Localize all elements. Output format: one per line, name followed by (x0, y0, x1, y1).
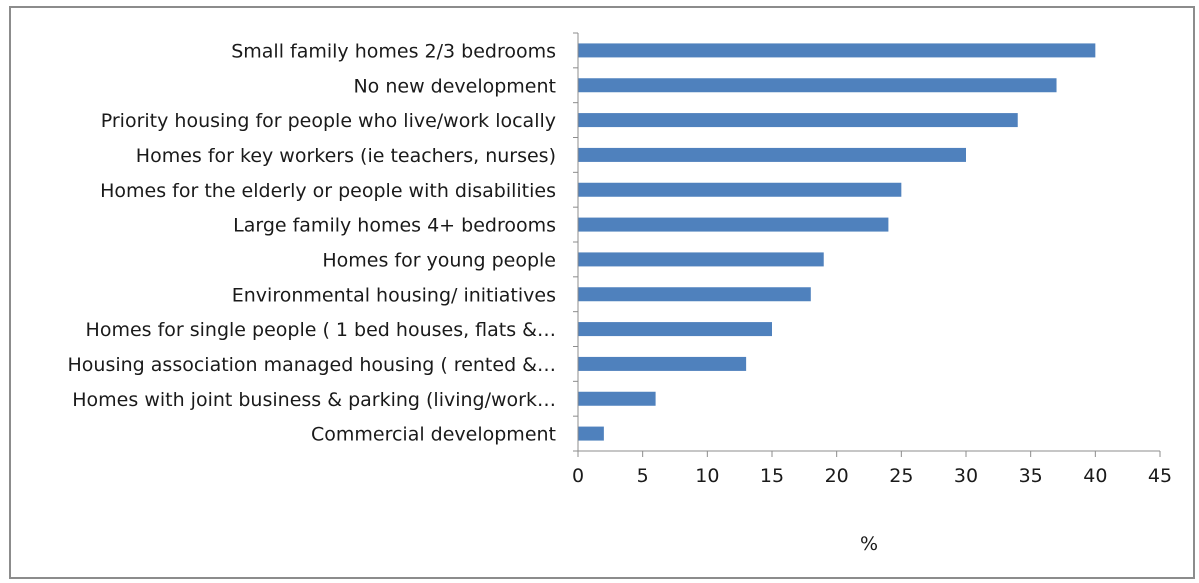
bar (578, 322, 772, 337)
x-tick-label: 20 (825, 465, 849, 487)
x-tick-labels: 0 5 10 15 20 25 30 35 40 45 (572, 465, 1172, 487)
bars-group (578, 43, 1096, 441)
bar (578, 43, 1096, 58)
bar (578, 252, 824, 267)
category-label: Priority housing for people who live/wor… (101, 110, 556, 132)
category-label: Homes for key workers (ie teachers, nurs… (136, 145, 556, 167)
bar (578, 113, 1018, 128)
category-labels: Small family homes 2/3 bedrooms No new de… (68, 40, 557, 445)
x-tick-label: 15 (760, 465, 784, 487)
category-label: Homes with joint business & parking (liv… (72, 389, 556, 411)
bar (578, 391, 656, 406)
category-label: Environmental housing/ initiatives (232, 284, 556, 306)
x-tick-label: 35 (1019, 465, 1043, 487)
x-tick-label: 0 (572, 465, 584, 487)
bar (578, 426, 604, 441)
x-tick-label: 25 (889, 465, 913, 487)
category-label: Commercial development (311, 424, 556, 446)
bar (578, 287, 811, 302)
bar (578, 182, 902, 197)
x-tick-label: 5 (637, 465, 649, 487)
bar (578, 217, 889, 232)
category-label: Housing association managed housing ( re… (68, 354, 557, 376)
category-label: Large family homes 4+ bedrooms (233, 215, 556, 237)
category-label: No new development (353, 75, 556, 97)
bar (578, 78, 1057, 93)
x-axis-title: % (860, 533, 878, 555)
category-label: Small family homes 2/3 bedrooms (231, 40, 556, 62)
category-label: Homes for the elderly or people with dis… (100, 180, 556, 202)
bar (578, 147, 966, 162)
x-tick-label: 40 (1083, 465, 1107, 487)
axes-group (573, 32, 1161, 457)
x-tick-label: 10 (695, 465, 719, 487)
x-tick-label: 30 (954, 465, 978, 487)
x-tick-label: 45 (1148, 465, 1172, 487)
bar (578, 356, 747, 371)
category-label: Homes for single people ( 1 bed houses, … (86, 319, 556, 341)
category-label: Homes for young people (322, 249, 556, 271)
